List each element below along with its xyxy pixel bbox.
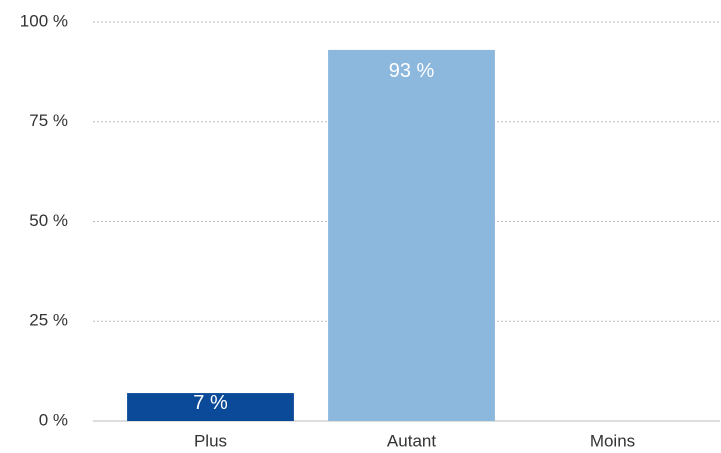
y-tick-label: 50 %: [29, 211, 68, 230]
y-tick-label: 100 %: [20, 11, 68, 30]
x-tick-label: Moins: [590, 431, 635, 450]
value-label: 93 %: [389, 60, 435, 82]
x-tick-label: Autant: [387, 431, 436, 450]
y-tick-label: 75 %: [29, 111, 68, 130]
value-label: 7 %: [193, 392, 228, 414]
bar: [127, 393, 294, 421]
bar: [328, 49, 495, 422]
y-tick-label: 25 %: [29, 311, 68, 330]
x-tick-label: Plus: [194, 431, 227, 450]
y-tick-label: 0 %: [39, 410, 68, 429]
